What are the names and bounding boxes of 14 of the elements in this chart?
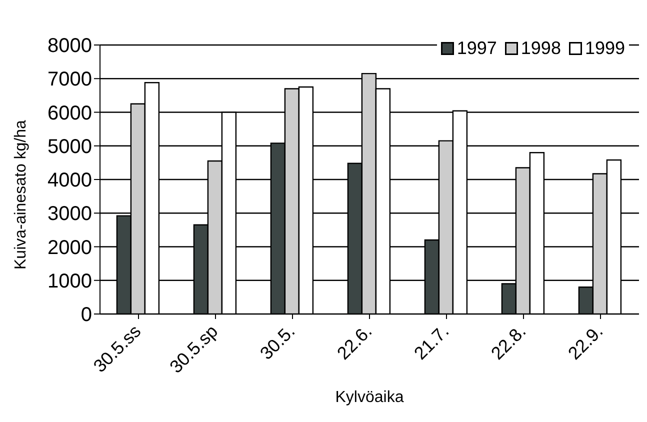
y-tick-label: 2000: [48, 236, 92, 259]
y-tick-label: 1000: [48, 270, 92, 292]
y-tick-label: 7000: [48, 68, 92, 91]
legend-label: 1997: [456, 38, 497, 59]
y-tick-label: 0: [80, 304, 92, 326]
y-tick-label: 5000: [48, 136, 92, 158]
y-tick-label: 4000: [48, 170, 92, 192]
y-tick-label: 6000: [48, 102, 92, 124]
x-axis-title: Kylvöaika: [335, 389, 404, 406]
y-tick-label: 3000: [48, 203, 92, 226]
legend-label: 1998: [520, 38, 561, 59]
y-tick-label: 8000: [48, 35, 92, 58]
y-axis-title: Kuiva-ainesato kg/ha: [12, 120, 30, 270]
legend-label: 1999: [584, 38, 625, 59]
